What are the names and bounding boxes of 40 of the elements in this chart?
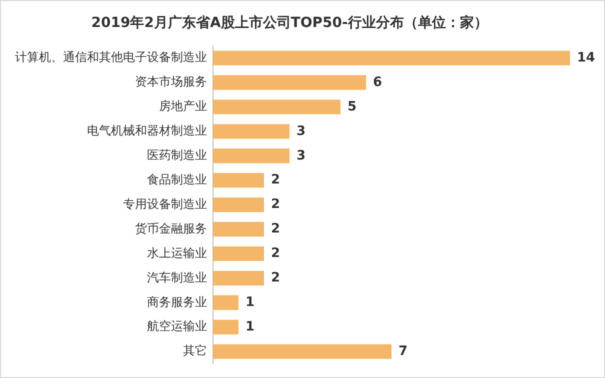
data-label: 2: [271, 270, 280, 286]
y-tick-label: 医药制造业: [147, 148, 207, 162]
bar: [213, 344, 392, 359]
y-tick-label: 食品制造业: [147, 172, 207, 186]
bar: [213, 100, 340, 114]
bar: [213, 320, 238, 334]
bar: [213, 222, 264, 237]
data-label: 7: [398, 344, 408, 359]
bar: [213, 173, 264, 188]
y-tick-label: 房地产业: [159, 99, 207, 114]
bar: [213, 270, 264, 286]
bar: [213, 75, 366, 90]
y-tick-label: 电气机械和器材制造业: [87, 124, 207, 138]
data-label: 3: [296, 148, 306, 164]
data-label: 2: [271, 172, 280, 188]
bar: [213, 50, 570, 66]
data-label: 2: [271, 222, 280, 237]
bar: [213, 148, 290, 164]
data-label: 2: [271, 246, 280, 262]
y-tick-label: 货币金融服务: [135, 221, 207, 236]
y-tick-label: 水上运输业: [147, 246, 207, 260]
y-tick-label: 其它: [183, 344, 207, 358]
y-tick-label: 计算机、通信和其他电子设备制造业: [15, 50, 207, 64]
chart-title: 2019年2月广东省A股上市公司TOP50-行业分布（单位：家）: [91, 14, 488, 32]
y-tick-label: 资本市场服务: [135, 74, 207, 89]
data-label: 3: [296, 124, 306, 139]
data-label: 1: [246, 319, 255, 334]
bar: [213, 124, 290, 139]
bar: [213, 197, 264, 212]
data-label: 14: [577, 50, 596, 66]
y-tick-label: 航空运输业: [147, 319, 207, 334]
bar: [213, 246, 264, 262]
data-label: 6: [373, 74, 382, 90]
data-label: 5: [348, 99, 357, 114]
bar: [213, 295, 238, 310]
y-tick-label: 商务服务业: [147, 294, 207, 309]
y-tick-label: 汽车制造业: [147, 270, 207, 284]
data-label: 2: [271, 197, 280, 212]
data-label: 1: [246, 295, 255, 310]
y-tick-label: 专用设备制造业: [123, 196, 207, 211]
